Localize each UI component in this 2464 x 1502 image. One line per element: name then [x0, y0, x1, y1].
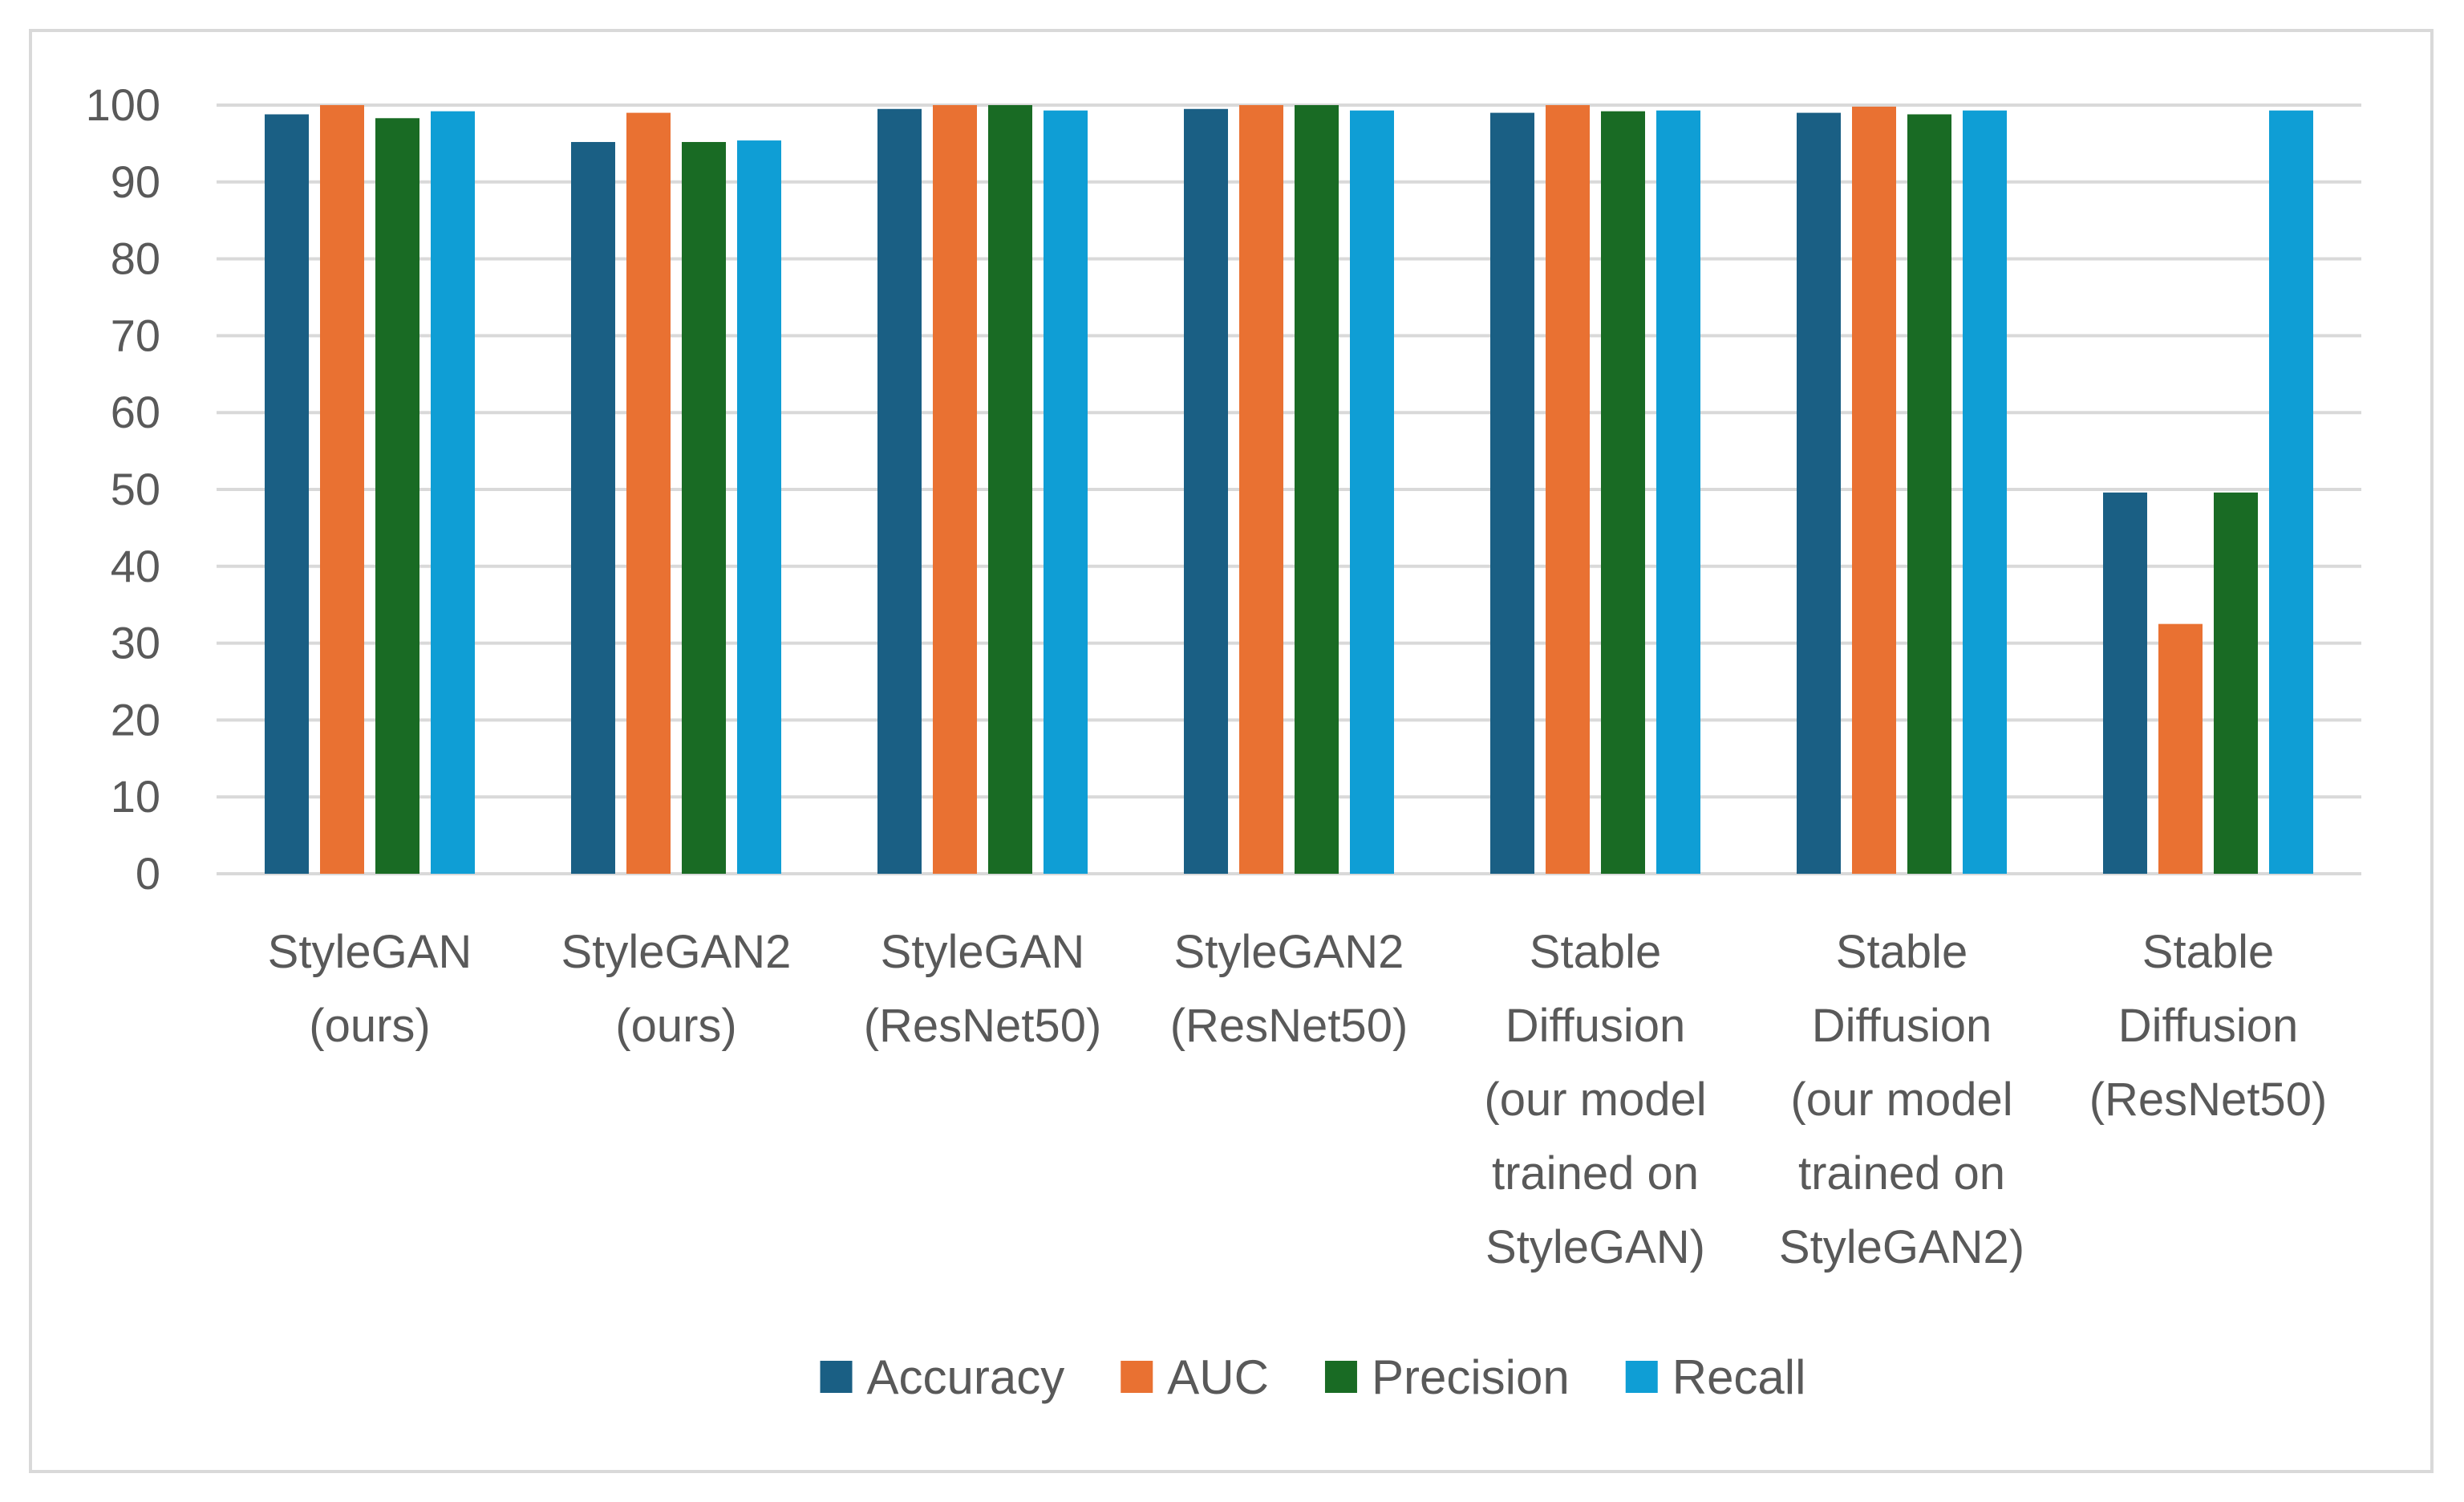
- bar-accuracy-5: [1490, 112, 1534, 874]
- y-tick-label: 60: [111, 387, 160, 437]
- bar-precision-3: [988, 105, 1032, 874]
- bar-recall-2: [737, 140, 781, 874]
- legend-label-accuracy: Accuracy: [867, 1350, 1065, 1404]
- bar-auc-5: [1546, 105, 1590, 874]
- y-axis-tick-labels: 0 10 20 30 40 50 60 70 80 90 100: [86, 79, 160, 899]
- bar-recall-5: [1656, 110, 1700, 874]
- y-tick-label: 50: [111, 464, 160, 514]
- bars: [265, 105, 2313, 875]
- x-category-label: Stable Diffusion (ResNet50): [2089, 926, 2328, 1126]
- bar-auc-6: [1852, 106, 1896, 874]
- bar-accuracy-3: [877, 108, 922, 875]
- y-tick-label: 30: [111, 618, 160, 668]
- legend-label-recall: Recall: [1672, 1350, 1806, 1404]
- legend-label-precision: Precision: [1372, 1350, 1570, 1404]
- x-category-label: StyleGAN2 (ResNet50): [1170, 926, 1408, 1052]
- bar-auc-1: [320, 105, 364, 874]
- x-category-label: Stable Diffusion (our model trained on Style…: [1779, 926, 2024, 1273]
- bar-accuracy-2: [571, 141, 615, 874]
- gridlines: [217, 104, 2361, 875]
- legend-swatch-recall: [1625, 1361, 1658, 1393]
- bar-precision-7: [2214, 492, 2258, 874]
- bar-recall-3: [1044, 110, 1088, 874]
- bar-recall-4: [1350, 110, 1394, 874]
- y-tick-label: 100: [86, 79, 160, 130]
- legend-swatch-auc: [1121, 1361, 1153, 1393]
- bar-precision-4: [1295, 105, 1339, 874]
- bar-accuracy-6: [1797, 112, 1841, 874]
- bar-precision-1: [375, 118, 419, 874]
- y-tick-label: 90: [111, 156, 160, 207]
- x-category-label: StyleGAN (ours): [268, 926, 472, 1052]
- bar-recall-7: [2269, 110, 2313, 874]
- y-tick-label: 20: [111, 694, 160, 745]
- legend-swatch-accuracy: [820, 1361, 853, 1393]
- bar-recall-1: [431, 111, 475, 874]
- bar-precision-2: [682, 141, 726, 874]
- y-tick-label: 70: [111, 310, 160, 360]
- x-category-label: StyleGAN2 (ours): [561, 926, 792, 1052]
- bar-accuracy-1: [265, 114, 309, 875]
- bar-accuracy-7: [2103, 492, 2147, 874]
- bar-auc-4: [1239, 105, 1283, 874]
- bar-auc-3: [933, 105, 977, 874]
- legend-swatch-precision: [1324, 1361, 1357, 1393]
- y-tick-label: 10: [111, 771, 160, 822]
- bar-auc-2: [626, 112, 671, 874]
- y-tick-label: 0: [136, 848, 160, 899]
- x-category-label: StyleGAN (ResNet50): [864, 926, 1102, 1052]
- bar-accuracy-4: [1184, 108, 1228, 875]
- legend: Accuracy AUC Precision Recall: [820, 1350, 1806, 1404]
- bar-precision-6: [1907, 114, 1951, 875]
- legend-label-auc: AUC: [1167, 1350, 1269, 1404]
- x-category-label: Stable Diffusion (our model trained on Style…: [1484, 926, 1706, 1273]
- chart-frame: [29, 29, 2434, 1473]
- bar-precision-5: [1601, 111, 1645, 874]
- x-axis-category-labels: StyleGAN (ours) StyleGAN2 (ours) StyleGAN (Re…: [268, 926, 2328, 1273]
- bar-recall-6: [1963, 110, 2007, 874]
- bar-auc-7: [2158, 623, 2203, 874]
- y-tick-label: 40: [111, 541, 160, 591]
- y-tick-label: 80: [111, 233, 160, 284]
